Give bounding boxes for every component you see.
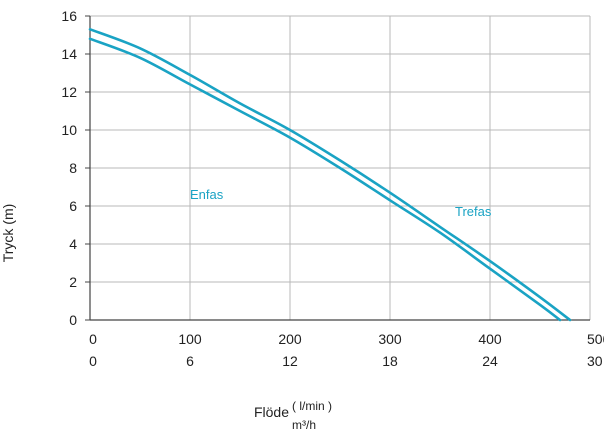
- x-tick-label-m3h: 6: [186, 353, 194, 369]
- x-axis-unit-secondary: m³/h: [292, 418, 316, 432]
- x-axis-unit-primary: ( l/min ): [292, 399, 332, 413]
- y-axis-label: Tryck (m): [0, 204, 16, 263]
- x-tick-label-m3h: 18: [382, 353, 398, 369]
- x-tick-label-lmin: 0: [89, 331, 97, 347]
- x-tick-label-lmin: 300: [378, 331, 402, 347]
- x-tick-label-m3h: 30: [587, 353, 603, 369]
- y-tick-label: 16: [61, 8, 77, 24]
- y-tick-label: 2: [69, 274, 77, 290]
- series-line-trefas: [88, 28, 572, 322]
- y-tick-label: 14: [61, 46, 77, 62]
- y-tick-label: 8: [69, 160, 77, 176]
- grid: [90, 15, 591, 320]
- series-line-enfas: [88, 37, 562, 322]
- x-tick-label-lmin: 100: [178, 331, 202, 347]
- series-label-trefas: Trefas: [455, 204, 492, 219]
- y-tick-label: 6: [69, 198, 77, 214]
- tick-labels: 024681012141600100620012300184002450030: [61, 8, 604, 369]
- y-tick-label: 4: [69, 236, 77, 252]
- x-tick-label-m3h: 0: [89, 353, 97, 369]
- series-lines: [88, 28, 572, 322]
- axes: [85, 15, 590, 321]
- x-tick-label-m3h: 24: [482, 353, 498, 369]
- x-tick-label-lmin: 200: [278, 331, 302, 347]
- x-axis-label: Flöde: [254, 404, 289, 420]
- y-tick-label: 12: [61, 84, 77, 100]
- x-tick-label-m3h: 12: [282, 353, 298, 369]
- x-tick-label-lmin: 500: [587, 331, 604, 347]
- y-tick-label: 0: [69, 312, 77, 328]
- series-label-enfas: Enfas: [190, 187, 224, 202]
- y-tick-label: 10: [61, 122, 77, 138]
- x-tick-label-lmin: 400: [478, 331, 502, 347]
